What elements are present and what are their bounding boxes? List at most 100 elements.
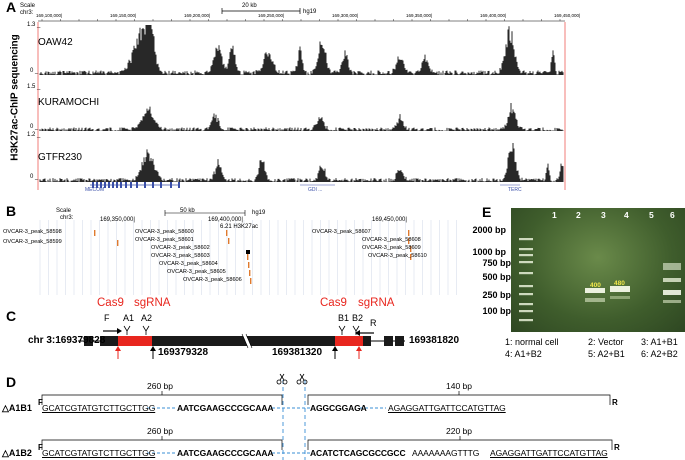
b-peak-label-1: OVCAR-3_peak_58599 bbox=[3, 239, 62, 245]
gel-lane-6: 6 bbox=[670, 210, 675, 220]
d-row2-left-core: AATCGAAGCCCGCAAA bbox=[177, 448, 274, 458]
gel-lane-3: 3 bbox=[601, 210, 606, 220]
d-row1-left-core: AATCGAAGCCCGCAAA bbox=[177, 403, 274, 413]
gene-track bbox=[90, 182, 520, 188]
d-row2-right-mid: AAAAAAAGTTTG bbox=[412, 448, 480, 458]
b-coord-0: 169,350,000| bbox=[100, 217, 135, 223]
b-peak-label-4: OVCAR-3_peak_58602 bbox=[151, 245, 210, 251]
track-oaw42-label: OAW42 bbox=[38, 37, 73, 48]
d-row2-right-bp: 220 bp bbox=[446, 426, 472, 436]
a-coord-4: 169,300,000| bbox=[332, 13, 359, 18]
gel-lane-2: 2 bbox=[576, 210, 581, 220]
track-oaw42-signal bbox=[39, 25, 564, 75]
sgrna-left: sgRNA bbox=[134, 297, 171, 309]
track-kuramochi-ymin: 0 _ bbox=[30, 124, 39, 130]
gene-terc: TERC bbox=[508, 187, 522, 193]
a-coord-0: 169,100,000| bbox=[36, 13, 63, 18]
panel-b-letter: B bbox=[6, 203, 17, 219]
scissors-icon-left bbox=[276, 373, 288, 385]
d-row1-left-primer: GCATCGTATGTCTTGCTTGG bbox=[42, 403, 156, 413]
b-coord-1: 169,400,000| bbox=[208, 217, 243, 223]
cas9-right: Cas9 bbox=[320, 297, 347, 309]
legend-1: 1: normal cell bbox=[505, 337, 559, 347]
primer-a1: A1 bbox=[123, 313, 135, 323]
d-row1-label: △A1B1 bbox=[2, 403, 32, 413]
primer-f: F bbox=[104, 313, 110, 323]
track-gtfr230-ymax: 1.2 _ bbox=[27, 132, 41, 138]
legend-5: 5: A2+B1 bbox=[588, 349, 625, 359]
track-gtfr230-ymin: 0 _ bbox=[30, 174, 39, 180]
a-coord-2: 169,200,000| bbox=[184, 13, 211, 18]
b-peak-label-3: OVCAR-3_peak_58601 bbox=[135, 237, 194, 243]
track-kuramochi-signal bbox=[39, 102, 564, 131]
gel-ladder-5: 100 bp bbox=[482, 306, 511, 316]
gel-lane-1: 1 bbox=[552, 210, 557, 220]
gel-ladder-4: 250 bp bbox=[482, 290, 511, 300]
panel-d-brackets bbox=[41, 373, 613, 460]
gene-gdi: GDI ... bbox=[308, 187, 323, 193]
chr-label: chr 3:169379828 bbox=[28, 335, 106, 346]
track-oaw42-ymax: 1.3 _ bbox=[27, 22, 41, 28]
primer-b1: B1 bbox=[338, 313, 350, 323]
panel-a-axis bbox=[38, 8, 565, 22]
b-peak-label-9: OVCAR-3_peak_58607 bbox=[312, 229, 371, 235]
construct-diagram bbox=[78, 325, 405, 359]
d-row1-F: F bbox=[38, 398, 43, 407]
track-oaw42-ymin: 0 _ bbox=[30, 68, 39, 74]
d-row2-right-core: ACATCTCAGCGCCGCC bbox=[310, 448, 406, 458]
track-kuramochi-ymax: 1.5 _ bbox=[27, 84, 41, 90]
b-assembly: hg19 bbox=[252, 210, 266, 216]
b-track-label: 6.21 H3K27ac bbox=[220, 224, 259, 230]
d-row1-R: R bbox=[612, 398, 618, 407]
legend-3: 3: A1+B1 bbox=[641, 337, 678, 347]
d-row2-right-primer: AGAGGATTGATTCCATGTTAG bbox=[490, 448, 608, 458]
b-peak-label-8: OVCAR-3_peak_58606 bbox=[183, 277, 242, 283]
b-scalebar-label: 50 kb bbox=[180, 208, 195, 214]
gel-image bbox=[511, 208, 685, 332]
b-peak-label-6: OVCAR-3_peak_58604 bbox=[159, 261, 218, 267]
b-peak-label-5: OVCAR-3_peak_58603 bbox=[151, 253, 210, 259]
scale-label: Scale bbox=[20, 3, 36, 9]
gel-lane-5: 5 bbox=[649, 210, 654, 220]
mid-right-label: 169381320 bbox=[272, 347, 323, 358]
end-label: 169381820 bbox=[409, 335, 460, 346]
assembly-label: hg19 bbox=[303, 9, 317, 15]
legend-6: 6: A2+B2 bbox=[641, 349, 678, 359]
d-row2-F: F bbox=[38, 443, 43, 452]
d-row1-right-core: AGGCGGAGA bbox=[310, 403, 367, 413]
a-coord-5: 169,350,000| bbox=[406, 13, 433, 18]
primer-r: R bbox=[370, 318, 377, 328]
a-coord-1: 169,150,000| bbox=[110, 13, 137, 18]
chip-tracks bbox=[37, 22, 566, 190]
d-row1-right-primer: AGAGGATTGATTCCATGTTAG bbox=[388, 403, 506, 413]
a-coord-7: 169,450,000| bbox=[554, 13, 581, 18]
d-row2-label: △A1B2 bbox=[2, 448, 32, 458]
track-gtfr230-signal bbox=[39, 142, 564, 182]
b-peak-label-11: OVCAR-3_peak_58609 bbox=[362, 245, 421, 251]
b-chrom-label: chr3: bbox=[60, 215, 74, 221]
mid-left-label: 169379328 bbox=[158, 347, 209, 358]
primer-b2: B2 bbox=[352, 313, 364, 323]
legend-4: 4: A1+B2 bbox=[505, 349, 542, 359]
panel-a-letter: A bbox=[6, 0, 17, 15]
b-peak-label-7: OVCAR-3_peak_58605 bbox=[167, 269, 226, 275]
panel-d-letter: D bbox=[6, 374, 17, 390]
b-scale-label: Scale bbox=[56, 208, 72, 214]
primer-a2: A2 bbox=[141, 313, 153, 323]
cas9-left: Cas9 bbox=[97, 297, 124, 309]
legend-2: 2: Vector bbox=[588, 337, 624, 347]
b-peak-label-2: OVCAR-3_peak_58600 bbox=[135, 229, 194, 235]
a-coord-3: 169,250,000| bbox=[258, 13, 285, 18]
d-row1-right-bp: 140 bp bbox=[446, 381, 472, 391]
track-kuramochi-label: KURAMOCHI bbox=[38, 97, 100, 108]
d-row2-left-primer: GCATCGTATGTCTTGCTTGG bbox=[42, 448, 156, 458]
track-gtfr230-label: GTFR230 bbox=[38, 152, 82, 163]
d-row2-R: R bbox=[614, 443, 620, 452]
panel-b-grid bbox=[39, 210, 457, 295]
gel-ladder-3: 500 bp bbox=[482, 272, 511, 282]
scissors-icon-right bbox=[296, 373, 308, 385]
gel-ladder-2: 750 bp bbox=[482, 258, 511, 268]
gel-ladder-1: 1000 bp bbox=[472, 247, 506, 257]
b-peak-label-0: OVCAR-3_peak_58598 bbox=[3, 229, 62, 235]
d-row2-left-bp: 260 bp bbox=[147, 426, 173, 436]
